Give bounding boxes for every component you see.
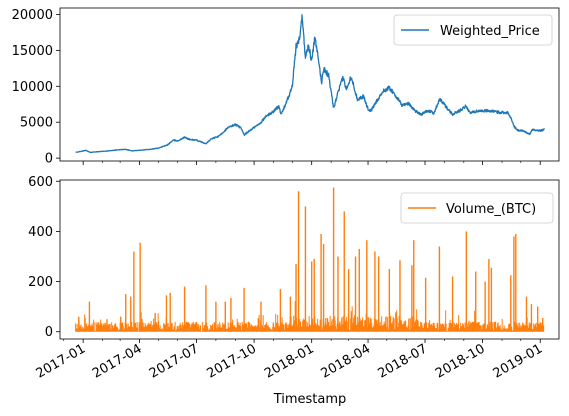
price-legend-label: Weighted_Price: [440, 24, 540, 39]
price-legend-box: [393, 14, 553, 46]
price-y-ticks: 0 5000 10000 15000 20000: [12, 8, 60, 167]
volume-y-ticks: 0 200 400 600: [28, 175, 60, 340]
price-plot-area: [75, 14, 546, 154]
volume-y-tick-label: 0: [45, 325, 53, 340]
price-y-tick-label: 15000: [12, 44, 53, 59]
volume-y-tick-label: 400: [28, 225, 53, 240]
price-axes: 0 5000 10000 15000 20000 Weighted_Price: [12, 7, 560, 167]
price-y-tick-label: 5000: [20, 116, 53, 131]
volume-plot-area: [75, 187, 545, 332]
price-axes-frame: [59, 7, 560, 162]
price-y-tick-label: 10000: [12, 80, 53, 95]
volume-legend: Volume_(BTC): [400, 192, 554, 224]
x-axis-title: Timestamp: [273, 392, 347, 407]
volume-legend-box: [400, 192, 554, 224]
price-y-tick-label: 20000: [12, 8, 53, 23]
volume-y-tick-label: 600: [28, 175, 53, 190]
weighted-price-line: [75, 14, 546, 154]
price-legend: Weighted_Price: [393, 14, 553, 46]
price-y-tick-label: 0: [45, 152, 53, 167]
volume-legend-label: Volume_(BTC): [446, 202, 536, 217]
volume-axes-frame: [59, 179, 560, 340]
price-x-ticks: [82, 161, 541, 165]
volume-y-tick-label: 200: [28, 275, 53, 290]
